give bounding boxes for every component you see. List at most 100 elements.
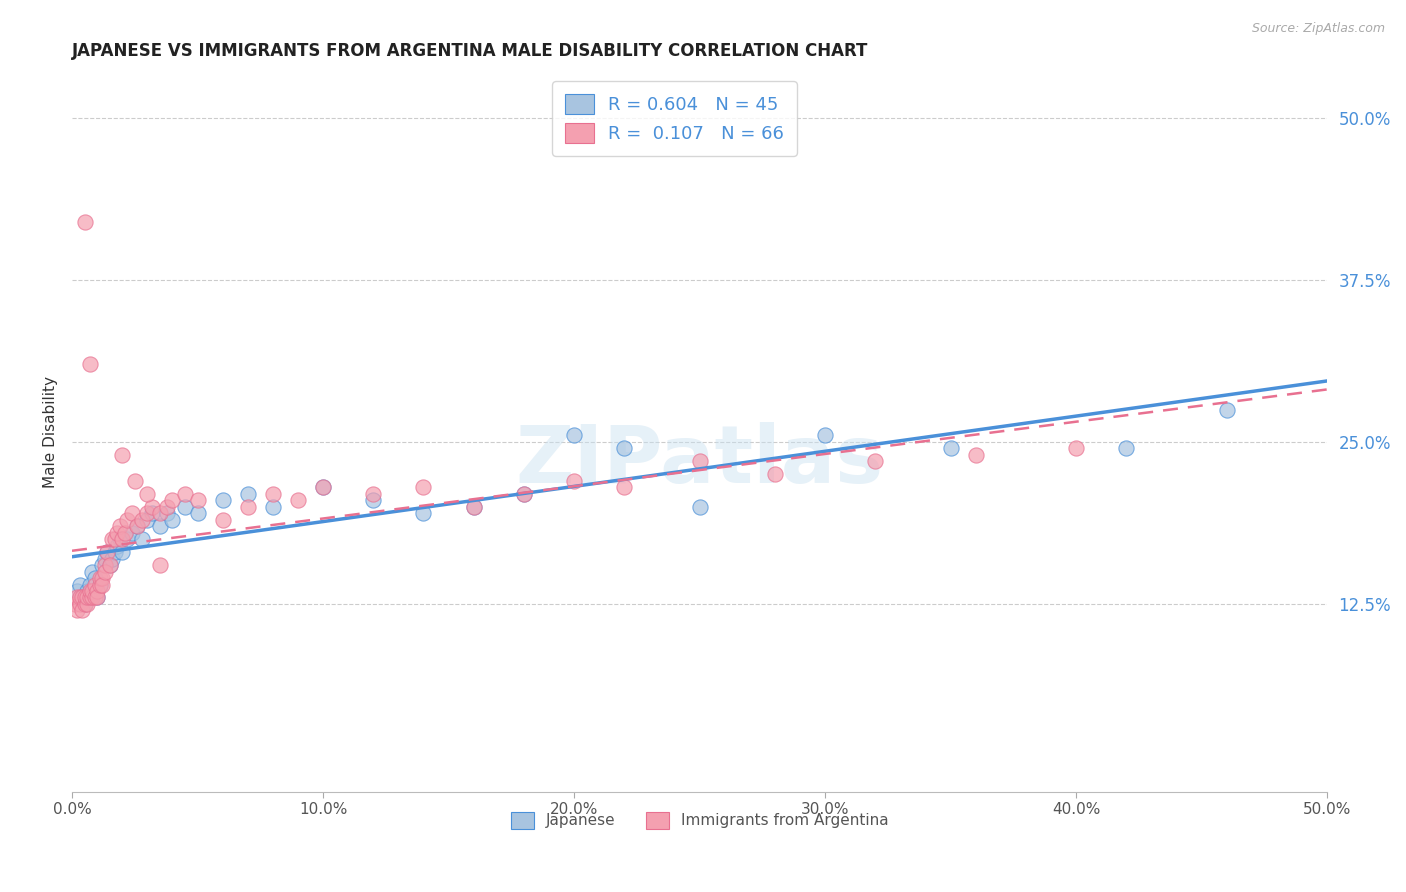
Point	[149, 506, 172, 520]
Point	[149, 519, 172, 533]
Point	[93, 551, 115, 566]
Legend: Japanese, Immigrants from Argentina: Japanese, Immigrants from Argentina	[505, 805, 894, 835]
Point	[91, 577, 114, 591]
Point	[101, 551, 124, 566]
Point	[127, 519, 149, 533]
Point	[124, 474, 146, 488]
Point	[101, 532, 124, 546]
Point	[111, 448, 134, 462]
Text: Source: ZipAtlas.com: Source: ZipAtlas.com	[1251, 22, 1385, 36]
Point	[865, 454, 887, 468]
Point	[73, 214, 96, 228]
Point	[141, 506, 163, 520]
Point	[86, 584, 108, 599]
Point	[121, 525, 143, 540]
Point	[613, 442, 636, 456]
Point	[262, 500, 284, 514]
Point	[211, 493, 233, 508]
Point	[93, 558, 115, 572]
Point	[80, 565, 103, 579]
Point	[131, 513, 153, 527]
Text: ZIPatlas: ZIPatlas	[516, 422, 884, 500]
Point	[80, 584, 103, 599]
Point	[149, 558, 172, 572]
Point	[69, 577, 91, 591]
Point	[83, 577, 105, 591]
Point	[965, 448, 987, 462]
Point	[66, 591, 89, 605]
Point	[412, 480, 434, 494]
Point	[83, 571, 105, 585]
Point	[174, 500, 197, 514]
Point	[86, 591, 108, 605]
Point	[79, 591, 101, 605]
Point	[412, 506, 434, 520]
Point	[136, 487, 159, 501]
Point	[463, 500, 485, 514]
Point	[689, 500, 711, 514]
Point	[76, 597, 98, 611]
Point	[69, 591, 91, 605]
Point	[70, 591, 93, 605]
Point	[73, 597, 96, 611]
Point	[70, 591, 93, 605]
Point	[186, 506, 208, 520]
Point	[114, 525, 136, 540]
Point	[66, 584, 89, 599]
Point	[312, 480, 335, 494]
Point	[69, 597, 91, 611]
Point	[115, 513, 138, 527]
Point	[361, 487, 384, 501]
Point	[562, 474, 585, 488]
Point	[108, 519, 131, 533]
Point	[79, 577, 101, 591]
Point	[83, 591, 105, 605]
Point	[76, 591, 98, 605]
Point	[121, 506, 143, 520]
Point	[613, 480, 636, 494]
Point	[236, 500, 259, 514]
Point	[63, 597, 86, 611]
Point	[361, 493, 384, 508]
Point	[98, 558, 121, 572]
Point	[91, 558, 114, 572]
Point	[73, 591, 96, 605]
Point	[115, 532, 138, 546]
Point	[174, 487, 197, 501]
Point	[136, 513, 159, 527]
Y-axis label: Male Disability: Male Disability	[44, 376, 58, 488]
Point	[162, 513, 184, 527]
Point	[814, 428, 837, 442]
Point	[287, 493, 309, 508]
Point	[93, 565, 115, 579]
Point	[73, 597, 96, 611]
Point	[156, 506, 179, 520]
Point	[211, 513, 233, 527]
Point	[262, 487, 284, 501]
Point	[89, 577, 111, 591]
Point	[80, 591, 103, 605]
Point	[513, 487, 536, 501]
Point	[131, 532, 153, 546]
Point	[79, 584, 101, 599]
Point	[141, 500, 163, 514]
Point	[86, 591, 108, 605]
Point	[463, 500, 485, 514]
Point	[98, 558, 121, 572]
Point	[1115, 442, 1137, 456]
Point	[939, 442, 962, 456]
Point	[79, 357, 101, 371]
Point	[1064, 442, 1087, 456]
Point	[89, 577, 111, 591]
Point	[186, 493, 208, 508]
Point	[96, 545, 118, 559]
Point	[105, 539, 128, 553]
Point	[1216, 402, 1239, 417]
Point	[312, 480, 335, 494]
Point	[70, 603, 93, 617]
Text: JAPANESE VS IMMIGRANTS FROM ARGENTINA MALE DISABILITY CORRELATION CHART: JAPANESE VS IMMIGRANTS FROM ARGENTINA MA…	[72, 42, 869, 60]
Point	[96, 545, 118, 559]
Point	[76, 584, 98, 599]
Point	[104, 545, 127, 559]
Point	[104, 532, 127, 546]
